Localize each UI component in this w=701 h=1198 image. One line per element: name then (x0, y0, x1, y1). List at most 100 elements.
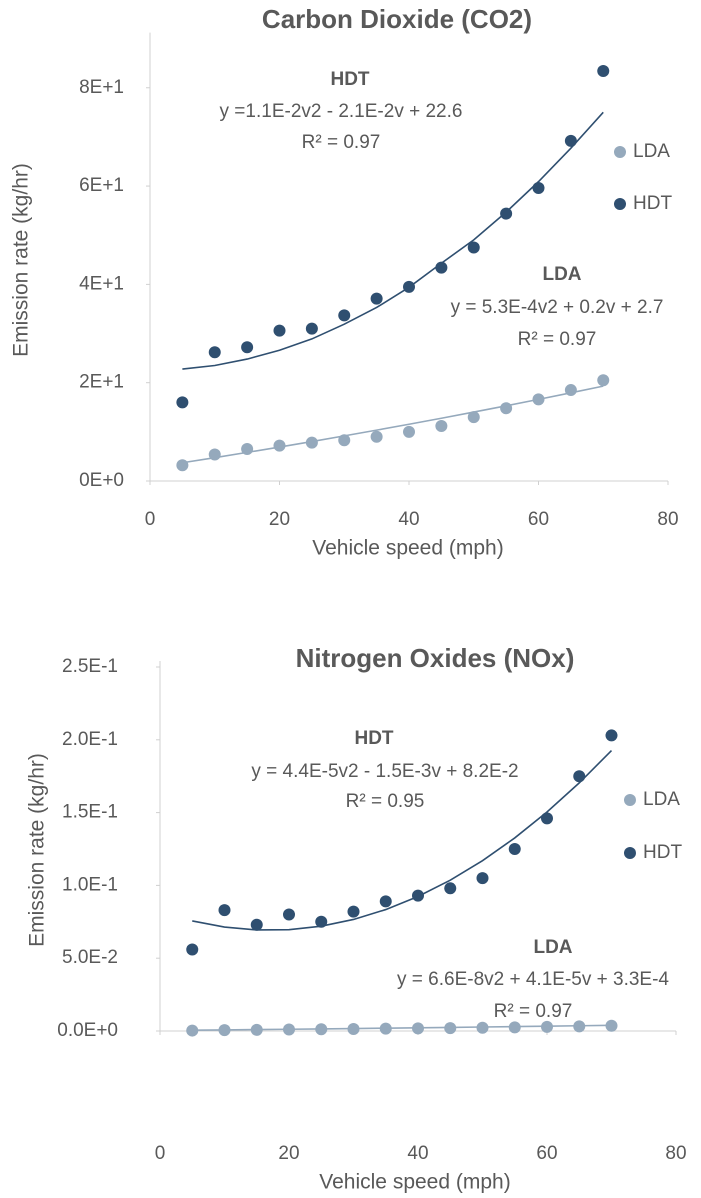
y-tick-label: 2.5E-1 (62, 656, 118, 677)
x-tick-label: 20 (278, 1143, 299, 1164)
point (500, 402, 513, 415)
x-tick-label: 80 (665, 1143, 686, 1164)
x-axis-label: Vehicle speed (mph) (312, 537, 503, 560)
point (186, 943, 199, 956)
legend-label: LDA (633, 141, 670, 162)
annotation: R² = 0.97 (302, 132, 381, 153)
point (315, 915, 328, 928)
x-tick-label: 40 (398, 509, 419, 530)
point (444, 882, 457, 895)
point (218, 1024, 231, 1037)
point (476, 872, 489, 885)
point (403, 280, 415, 293)
annotation: LDA (533, 937, 572, 958)
annotation: R² = 0.95 (346, 791, 425, 812)
point (305, 322, 318, 335)
point (573, 1020, 586, 1033)
y-tick-label: 0.0E+0 (57, 1020, 118, 1041)
point (273, 439, 286, 452)
point (241, 443, 254, 456)
point (541, 1020, 553, 1033)
point (467, 241, 480, 254)
point (564, 134, 577, 147)
annotation: y = 5.3E-4v2 + 0.2v + 2.7 (451, 297, 664, 318)
point (241, 341, 254, 354)
point (564, 384, 577, 397)
legend-marker (614, 146, 626, 158)
point (347, 1022, 360, 1035)
y-tick-label: 2E+1 (79, 372, 124, 393)
point (605, 1019, 618, 1032)
point (532, 393, 545, 406)
point (338, 434, 351, 447)
legend-label: HDT (643, 842, 682, 863)
annotation: y = 4.4E-5v2 - 1.5E-3v + 8.2E-2 (251, 761, 518, 782)
annotation: y = 6.6E-8v2 + 4.1E-5v + 3.3E-4 (397, 969, 669, 990)
point (444, 1022, 457, 1035)
point (208, 346, 221, 359)
point (176, 396, 189, 409)
point (208, 448, 221, 461)
point (283, 908, 295, 921)
point (370, 430, 383, 443)
point (379, 1022, 392, 1035)
point (347, 905, 360, 918)
point (597, 374, 610, 387)
point (597, 65, 610, 78)
point (412, 1022, 424, 1035)
y-tick-label: 5.0E-2 (62, 947, 118, 968)
y-tick-label: 1.5E-1 (62, 802, 118, 823)
point (315, 1023, 328, 1036)
y-axis-label: Emission rate (kg/hr) (10, 163, 33, 357)
x-tick-label: 0 (145, 509, 156, 530)
chart-title: Nitrogen Oxides (NOx) (296, 643, 575, 673)
legend-marker (624, 847, 636, 859)
point (605, 729, 618, 742)
chart-title: Carbon Dioxide (CO2) (262, 4, 532, 34)
point (412, 889, 424, 902)
x-tick-label: 80 (657, 509, 678, 530)
point (186, 1024, 199, 1037)
y-tick-label: 2.0E-1 (62, 729, 118, 750)
point (435, 419, 448, 432)
y-tick-label: 6E+1 (79, 175, 124, 196)
annotation: y =1.1E-2v2 - 2.1E-2v + 22.6 (220, 101, 463, 122)
point (541, 812, 553, 825)
point (508, 1021, 521, 1034)
y-tick-label: 1.0E-1 (62, 874, 118, 895)
x-tick-label: 60 (528, 509, 549, 530)
x-tick-label: 60 (536, 1143, 557, 1164)
point (283, 1023, 295, 1036)
x-tick-label: 0 (155, 1143, 166, 1164)
point (573, 770, 586, 783)
point (250, 918, 263, 931)
point (403, 425, 415, 438)
x-tick-label: 20 (269, 509, 290, 530)
point (508, 843, 521, 855)
point (176, 459, 189, 472)
y-tick-label: 4E+1 (79, 273, 124, 294)
x-tick-label: 40 (407, 1143, 428, 1164)
point (338, 309, 351, 322)
y-tick-label: 8E+1 (79, 77, 124, 98)
annotation: R² = 0.97 (518, 329, 597, 350)
annotation: LDA (542, 264, 581, 285)
annotation: HDT (354, 728, 393, 749)
point (218, 904, 231, 917)
point (250, 1023, 263, 1036)
point (435, 261, 448, 274)
point (532, 182, 545, 195)
point (500, 207, 513, 220)
y-tick-label: 0E+0 (79, 470, 124, 491)
point (273, 324, 286, 337)
legend-label: HDT (633, 193, 672, 214)
y-axis-label: Emission rate (kg/hr) (26, 753, 49, 947)
annotation: R² = 0.97 (494, 1001, 573, 1022)
x-axis-label: Vehicle speed (mph) (319, 1171, 510, 1194)
point (370, 292, 383, 305)
legend-label: LDA (643, 789, 680, 810)
annotation: HDT (330, 69, 369, 90)
point (467, 411, 480, 424)
point (305, 436, 318, 449)
